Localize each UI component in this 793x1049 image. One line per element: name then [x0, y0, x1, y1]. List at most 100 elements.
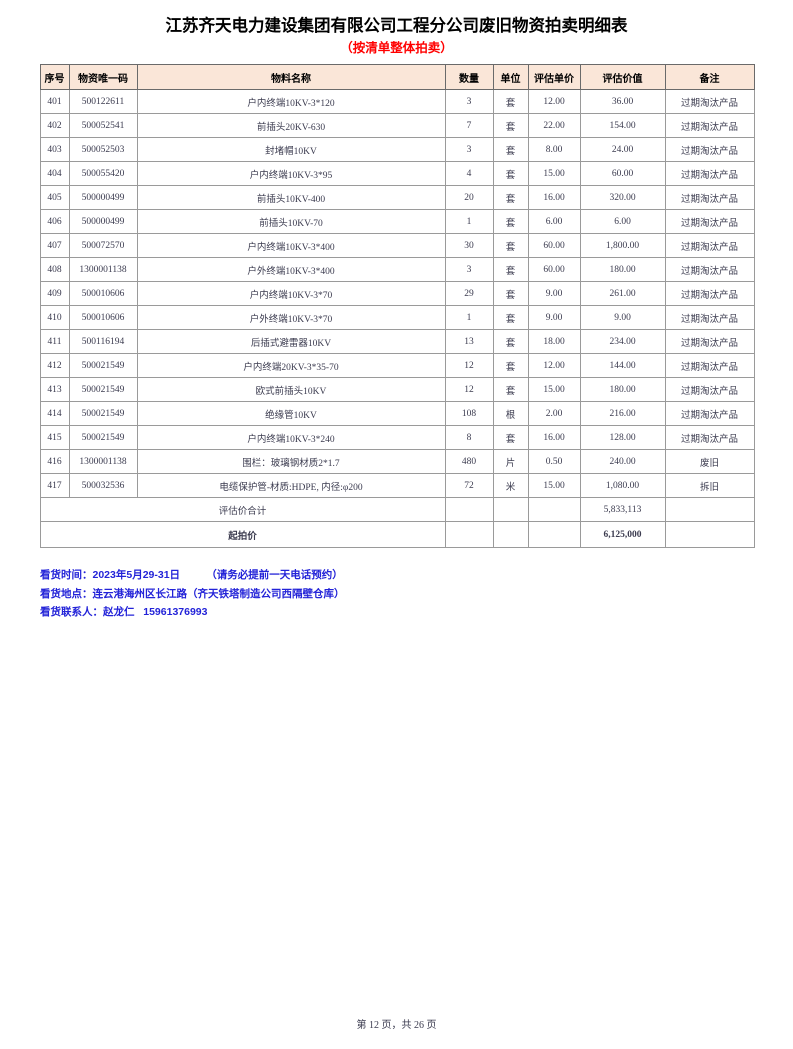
start-price-row: 起拍价 6,125,000: [39, 521, 755, 549]
title-block: 江苏齐天电力建设集团有限公司工程分公司废旧物资拍卖明细表 （按清单整体拍卖）: [0, 0, 793, 56]
cell-value: 154.00: [579, 113, 666, 139]
table-row: 413 500021549 欧式前插头10KV 12 套 15.00 180.00 过期淘汰产…: [39, 377, 755, 403]
cell-value: 36.00: [579, 89, 666, 115]
cell-remark: 过期淘汰产品: [664, 185, 755, 211]
cell-remark: 过期淘汰产品: [664, 257, 755, 283]
cell-code: 500000499: [68, 209, 138, 235]
table-row: 406 500000499 前插头10KV-70 1 套 6.00 6.00 过期淘汰产品: [39, 209, 755, 235]
cell-quantity: 3: [444, 257, 494, 283]
page-title: 江苏齐天电力建设集团有限公司工程分公司废旧物资拍卖明细表: [165, 17, 628, 35]
cell-code: 500021549: [68, 401, 138, 427]
cell-index: 414: [39, 401, 70, 427]
cell-name: 前插头10KV-400: [136, 185, 446, 211]
cell-unit: 套: [492, 257, 529, 283]
cell-index: 403: [39, 137, 70, 163]
cell-name: 户内终端10KV-3*95: [136, 161, 446, 187]
cell-unit: 套: [492, 353, 529, 379]
cell-quantity: 3: [444, 137, 494, 163]
cell-quantity: 12: [444, 377, 494, 403]
cell-quantity: 1: [444, 305, 494, 331]
cell-remark: 过期淘汰产品: [664, 281, 755, 307]
column-header-value: 评估价值: [579, 64, 666, 91]
cell-code: 500021549: [68, 425, 138, 451]
cell-index: 415: [39, 425, 70, 451]
cell-remark: 过期淘汰产品: [664, 329, 755, 355]
cell-unit: 套: [492, 425, 529, 451]
table-row: 404 500055420 户内终端10KV-3*95 4 套 15.00 60.00 过期淘…: [39, 161, 755, 187]
cell-unit: 套: [492, 329, 529, 355]
cell-quantity: 20: [444, 185, 494, 211]
cell-quantity: 8: [444, 425, 494, 451]
table-row: 417 500032536 电缆保护管-材质:HDPE, 内径:φ200 72 米 15.…: [39, 473, 755, 499]
cell-name: 欧式前插头10KV: [136, 377, 446, 403]
start-price-value: 6,125,000: [579, 521, 666, 549]
cell-value: 1,800.00: [579, 233, 666, 259]
total-row: 评估价合计 5,833,113: [39, 497, 755, 523]
cell-unit-price: 15.00: [527, 473, 581, 499]
start-price-quantity: [444, 521, 494, 549]
note-viewing-place: 看货地点：连云港海州区长江路（齐天铁塔制造公司西隔壁仓库）: [40, 587, 345, 600]
table-header-row: 序号 物资唯一码 物料名称 数量 单位 评估单价 评估价值 备注: [39, 64, 755, 91]
cell-code: 500032536: [68, 473, 138, 499]
cell-remark: 过期淘汰产品: [664, 209, 755, 235]
table-row: 407 500072570 户内终端10KV-3*400 30 套 60.00 1,800.…: [39, 233, 755, 259]
cell-index: 412: [39, 353, 70, 379]
auction-detail-table: 序号 物资唯一码 物料名称 数量 单位 评估单价 评估价值 备注 401 5001…: [39, 64, 755, 549]
cell-index: 402: [39, 113, 70, 139]
table-row: 416 1300001138 围栏：玻璃钢材质2*1.7 480 片 0.50 240.00…: [39, 449, 755, 475]
table-header: 序号 物资唯一码 物料名称 数量 单位 评估单价 评估价值 备注: [39, 64, 755, 91]
cell-value: 180.00: [579, 257, 666, 283]
cell-unit: 套: [492, 137, 529, 163]
cell-unit-price: 22.00: [527, 113, 581, 139]
cell-index: 407: [39, 233, 70, 259]
total-unit: [492, 497, 529, 523]
table-row: 410 500010606 户外终端10KV-3*70 1 套 9.00 9.00 过期淘汰产…: [39, 305, 755, 331]
cell-name: 绝缘管10KV: [136, 401, 446, 427]
column-header-name: 物料名称: [136, 64, 446, 91]
cell-name: 电缆保护管-材质:HDPE, 内径:φ200: [136, 473, 446, 499]
cell-unit-price: 12.00: [527, 89, 581, 115]
cell-quantity: 30: [444, 233, 494, 259]
cell-value: 240.00: [579, 449, 666, 475]
detail-table-wrapper: 序号 物资唯一码 物料名称 数量 单位 评估单价 评估价值 备注 401 5001…: [39, 64, 755, 549]
cell-value: 320.00: [579, 185, 666, 211]
total-quantity: [444, 497, 494, 523]
cell-index: 416: [39, 449, 70, 475]
cell-value: 128.00: [579, 425, 666, 451]
table-row: 402 500052541 前插头20KV-630 7 套 22.00 154.00 过期淘汰…: [39, 113, 755, 139]
cell-remark: 过期淘汰产品: [664, 425, 755, 451]
cell-remark: 过期淘汰产品: [664, 113, 755, 139]
cell-remark: 过期淘汰产品: [664, 89, 755, 115]
cell-value: 6.00: [579, 209, 666, 235]
cell-unit: 米: [492, 473, 529, 499]
start-price-remark: [664, 521, 755, 549]
cell-unit: 套: [492, 161, 529, 187]
cell-code: 1300001138: [68, 257, 138, 283]
cell-unit-price: 6.00: [527, 209, 581, 235]
cell-remark: 过期淘汰产品: [664, 305, 755, 331]
cell-quantity: 3: [444, 89, 494, 115]
cell-index: 413: [39, 377, 70, 403]
table-row: 412 500021549 户内终端20KV-3*35-70 12 套 12.00 144.…: [39, 353, 755, 379]
cell-unit-price: 12.00: [527, 353, 581, 379]
cell-name: 围栏：玻璃钢材质2*1.7: [136, 449, 446, 475]
cell-quantity: 72: [444, 473, 494, 499]
cell-index: 417: [39, 473, 70, 499]
cell-index: 405: [39, 185, 70, 211]
cell-code: 500000499: [68, 185, 138, 211]
page-number-label: 第 12 页，共 26 页: [356, 1020, 437, 1031]
cell-value: 180.00: [579, 377, 666, 403]
table-row: 401 500122611 户内终端10KV-3*120 3 套 12.00 36.00 过期…: [39, 89, 755, 115]
table-body: 401 500122611 户内终端10KV-3*120 3 套 12.00 36.00 过期…: [39, 89, 755, 499]
cell-remark: 过期淘汰产品: [664, 377, 755, 403]
cell-quantity: 4: [444, 161, 494, 187]
cell-unit: 套: [492, 305, 529, 331]
cell-unit: 套: [492, 89, 529, 115]
column-header-unit-price: 评估单价: [527, 64, 581, 91]
cell-unit-price: 18.00: [527, 329, 581, 355]
cell-unit-price: 9.00: [527, 281, 581, 307]
cell-name: 前插头20KV-630: [136, 113, 446, 139]
cell-unit-price: 15.00: [527, 161, 581, 187]
cell-index: 406: [39, 209, 70, 235]
